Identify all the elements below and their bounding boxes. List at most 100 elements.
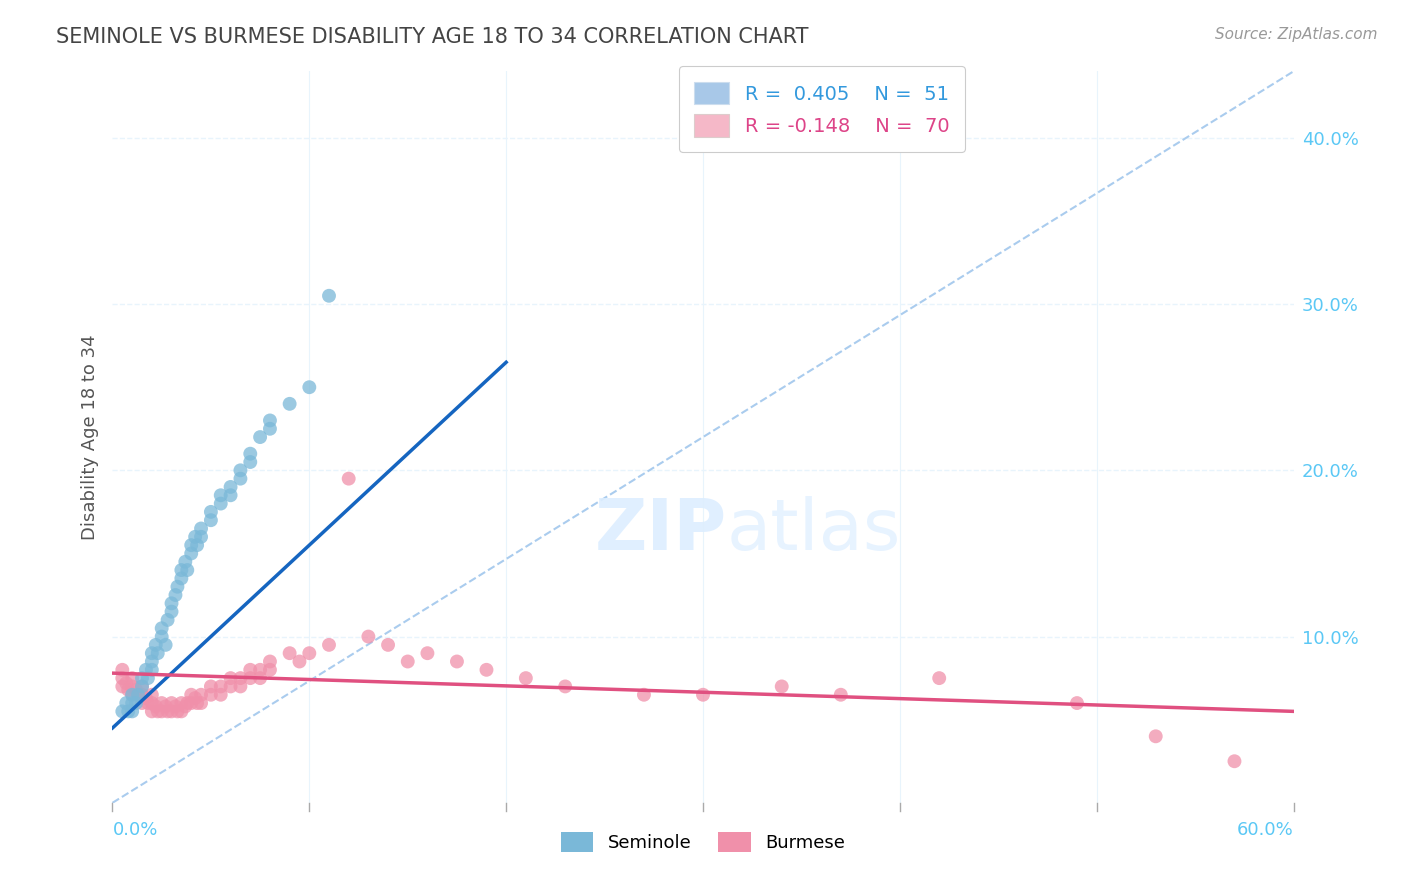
Point: [127, 688, 149, 702]
Point: [475, 663, 498, 677]
Point: [770, 680, 793, 694]
Point: [186, 538, 208, 552]
Point: [117, 705, 139, 719]
Point: [150, 630, 173, 644]
Point: [219, 680, 242, 694]
Point: [166, 705, 188, 719]
Point: [127, 688, 149, 702]
Point: [125, 682, 148, 697]
Point: [200, 688, 222, 702]
Point: [259, 663, 281, 677]
Point: [239, 671, 262, 685]
Point: [249, 663, 271, 677]
Point: [121, 696, 143, 710]
Point: [155, 638, 177, 652]
Text: Source: ZipAtlas.com: Source: ZipAtlas.com: [1215, 27, 1378, 42]
Point: [165, 699, 187, 714]
Point: [200, 505, 222, 519]
Point: [111, 705, 134, 719]
Text: ZIP: ZIP: [595, 496, 727, 565]
Point: [135, 663, 157, 677]
Legend: Seminole, Burmese: Seminole, Burmese: [554, 824, 852, 860]
Point: [249, 671, 271, 685]
Point: [229, 472, 252, 486]
Point: [396, 655, 419, 669]
Point: [121, 688, 143, 702]
Point: [156, 705, 179, 719]
Point: [170, 696, 193, 710]
Point: [141, 705, 163, 719]
Point: [229, 671, 252, 685]
Point: [180, 688, 202, 702]
Text: 0.0%: 0.0%: [112, 821, 157, 839]
Point: [146, 705, 169, 719]
Point: [219, 488, 242, 502]
Point: [830, 688, 852, 702]
Point: [259, 422, 281, 436]
Point: [176, 563, 198, 577]
Point: [170, 705, 193, 719]
Point: [174, 555, 197, 569]
Point: [229, 463, 252, 477]
Point: [298, 646, 321, 660]
Point: [131, 671, 153, 685]
Point: [337, 472, 360, 486]
Point: [446, 655, 468, 669]
Point: [229, 680, 252, 694]
Point: [121, 705, 143, 719]
Point: [145, 638, 167, 652]
Point: [131, 688, 153, 702]
Point: [121, 680, 143, 694]
Point: [288, 655, 311, 669]
Point: [125, 696, 148, 710]
Point: [278, 397, 301, 411]
Point: [1144, 729, 1167, 743]
Point: [165, 588, 187, 602]
Text: 60.0%: 60.0%: [1237, 821, 1294, 839]
Point: [111, 663, 134, 677]
Point: [190, 521, 212, 535]
Point: [209, 497, 232, 511]
Point: [692, 688, 714, 702]
Point: [141, 663, 163, 677]
Point: [160, 596, 183, 610]
Point: [928, 671, 950, 685]
Point: [145, 699, 167, 714]
Point: [239, 447, 262, 461]
Point: [166, 580, 188, 594]
Point: [249, 430, 271, 444]
Point: [135, 691, 157, 706]
Point: [131, 696, 153, 710]
Point: [115, 696, 138, 710]
Point: [150, 705, 173, 719]
Point: [1223, 754, 1246, 768]
Point: [318, 638, 340, 652]
Point: [117, 682, 139, 697]
Point: [111, 671, 134, 685]
Point: [219, 671, 242, 685]
Point: [184, 691, 207, 706]
Point: [160, 696, 183, 710]
Point: [209, 488, 232, 502]
Point: [150, 621, 173, 635]
Text: atlas: atlas: [727, 496, 901, 565]
Point: [209, 688, 232, 702]
Point: [184, 530, 207, 544]
Point: [357, 630, 380, 644]
Point: [136, 671, 159, 685]
Text: SEMINOLE VS BURMESE DISABILITY AGE 18 TO 34 CORRELATION CHART: SEMINOLE VS BURMESE DISABILITY AGE 18 TO…: [56, 27, 808, 46]
Point: [160, 705, 183, 719]
Point: [136, 696, 159, 710]
Point: [318, 289, 340, 303]
Point: [141, 655, 163, 669]
Point: [278, 646, 301, 660]
Point: [121, 688, 143, 702]
Y-axis label: Disability Age 18 to 34: Disability Age 18 to 34: [80, 334, 98, 540]
Point: [180, 546, 202, 560]
Point: [190, 696, 212, 710]
Point: [131, 680, 153, 694]
Point: [259, 655, 281, 669]
Point: [155, 699, 177, 714]
Point: [131, 680, 153, 694]
Point: [141, 696, 163, 710]
